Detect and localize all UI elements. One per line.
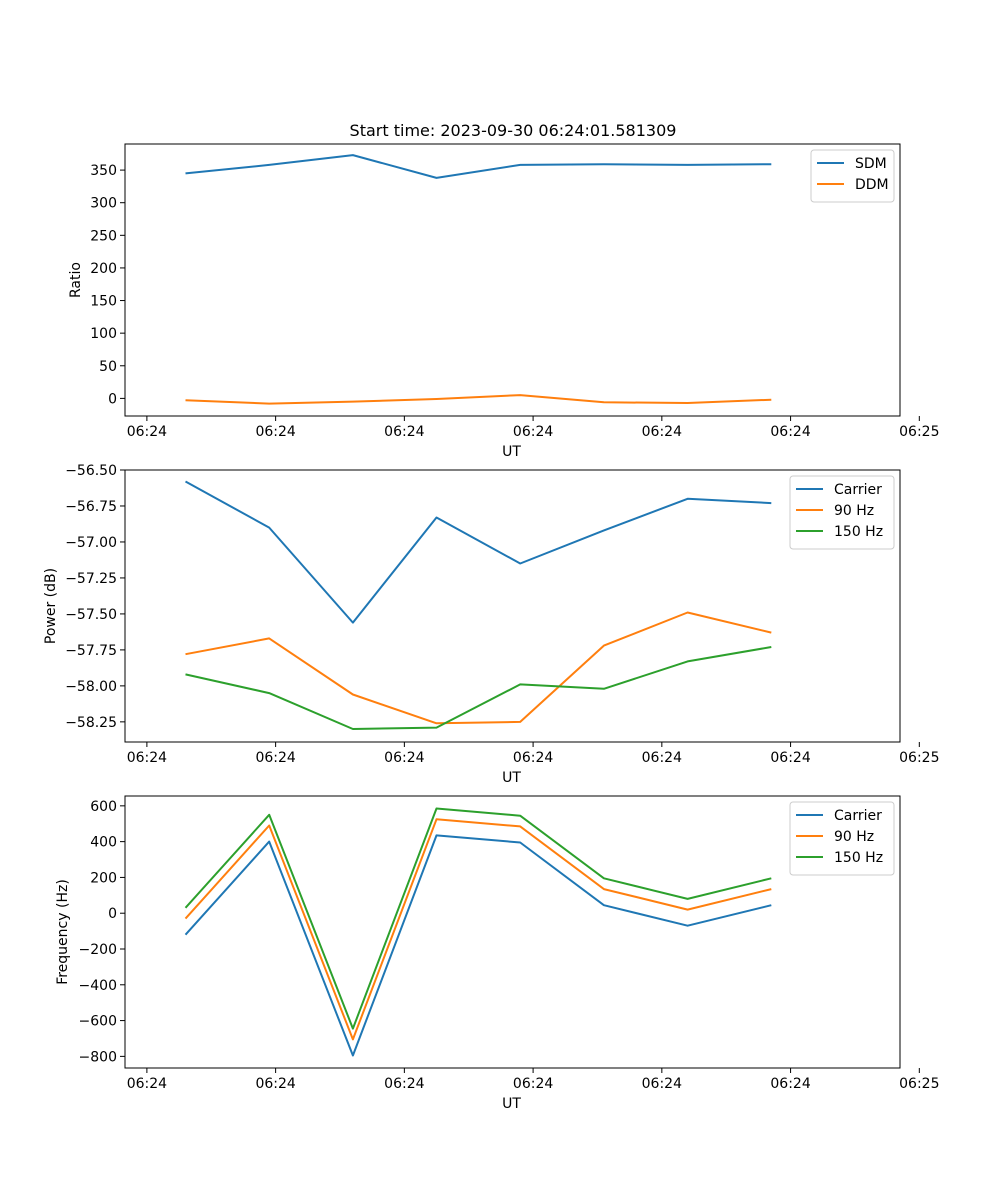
- plot-1-y-tick-label: 350: [90, 163, 117, 179]
- plot-1-y-axis-label: Ratio: [68, 262, 84, 298]
- plot-1-x-tick-label: 06:24: [642, 424, 682, 440]
- plot-3-legend-label: 90 Hz: [834, 829, 874, 845]
- plot-1-y-tick-label: 300: [90, 196, 117, 212]
- plot-1-y-tick-label: 250: [90, 228, 117, 244]
- plot-3-x-tick-label: 06:24: [127, 1076, 167, 1092]
- plot-2-x-tick-label: 06:25: [899, 750, 939, 766]
- plot-3-x-axis-label: UT: [502, 1096, 521, 1112]
- plot-2-legend-label: 150 Hz: [834, 524, 883, 540]
- plot-2-legend-label: 90 Hz: [834, 503, 874, 519]
- plot-1-legend-label: DDM: [855, 177, 889, 193]
- plot-3-y-axis-label: Frequency (Hz): [55, 879, 71, 985]
- figure-title: Start time: 2023-09-30 06:24:01.581309: [350, 121, 677, 140]
- plot-3-x-tick-label: 06:24: [642, 1076, 682, 1092]
- plot-2-x-tick-label: 06:24: [642, 750, 682, 766]
- plot-1-x-tick-label: 06:24: [384, 424, 424, 440]
- plot-3-x-tick-label: 06:24: [384, 1076, 424, 1092]
- plot-1-x-tick-label: 06:25: [899, 424, 939, 440]
- plot-2-y-tick-label: −58.00: [65, 679, 117, 695]
- plot-2-x-tick-label: 06:24: [127, 750, 167, 766]
- plot-3-x-tick-label: 06:24: [255, 1076, 295, 1092]
- plot-2-x-axis-label: UT: [502, 770, 521, 786]
- plot-1-y-tick-label: 0: [108, 391, 117, 407]
- plot-3-y-tick-label: −600: [79, 1014, 117, 1030]
- plot-3-y-tick-label: 200: [90, 870, 117, 886]
- plot-2-y-tick-label: −56.50: [65, 463, 117, 479]
- plot-3-y-tick-label: −800: [79, 1049, 117, 1065]
- plot-1-y-tick-label: 200: [90, 261, 117, 277]
- plot-3-x-tick-label: 06:24: [513, 1076, 553, 1092]
- plot-1-legend-label: SDM: [855, 156, 887, 172]
- plot-2-x-tick-label: 06:24: [513, 750, 553, 766]
- plot-3-y-tick-label: 600: [90, 799, 117, 815]
- plot-3-legend-label: Carrier: [834, 808, 882, 824]
- plot-1-y-tick-label: 50: [99, 359, 117, 375]
- plot-2-legend-label: Carrier: [834, 482, 882, 498]
- plot-2-x-tick-label: 06:24: [255, 750, 295, 766]
- plot-2-y-tick-label: −57.00: [65, 535, 117, 551]
- plot-3-y-tick-label: 0: [108, 906, 117, 922]
- plot-2-x-tick-label: 06:24: [384, 750, 424, 766]
- plot-2-y-tick-label: −57.25: [65, 571, 117, 587]
- plot-3-legend-label: 150 Hz: [834, 850, 883, 866]
- plot-2-y-tick-label: −56.75: [65, 499, 117, 515]
- plot-2-x-tick-label: 06:24: [770, 750, 810, 766]
- plot-3-x-tick-label: 06:24: [770, 1076, 810, 1092]
- plot-3-y-tick-label: 400: [90, 835, 117, 851]
- plot-3-y-tick-label: −200: [79, 942, 117, 958]
- plot-2-y-tick-label: −57.75: [65, 643, 117, 659]
- plot-1-x-tick-label: 06:24: [127, 424, 167, 440]
- plot-1-x-axis-label: UT: [502, 444, 521, 460]
- plot-1-y-tick-label: 150: [90, 294, 117, 310]
- plot-3-x-tick-label: 06:25: [899, 1076, 939, 1092]
- plot-3-y-tick-label: −400: [79, 978, 117, 994]
- plot-2-y-tick-label: −58.25: [65, 715, 117, 731]
- plot-1-x-tick-label: 06:24: [770, 424, 810, 440]
- plot-2-y-axis-label: Power (dB): [43, 568, 59, 644]
- plot-1-x-tick-label: 06:24: [513, 424, 553, 440]
- plot-2-y-tick-label: −57.50: [65, 607, 117, 623]
- plot-1-y-tick-label: 100: [90, 326, 117, 342]
- plot-1-x-tick-label: 06:24: [255, 424, 295, 440]
